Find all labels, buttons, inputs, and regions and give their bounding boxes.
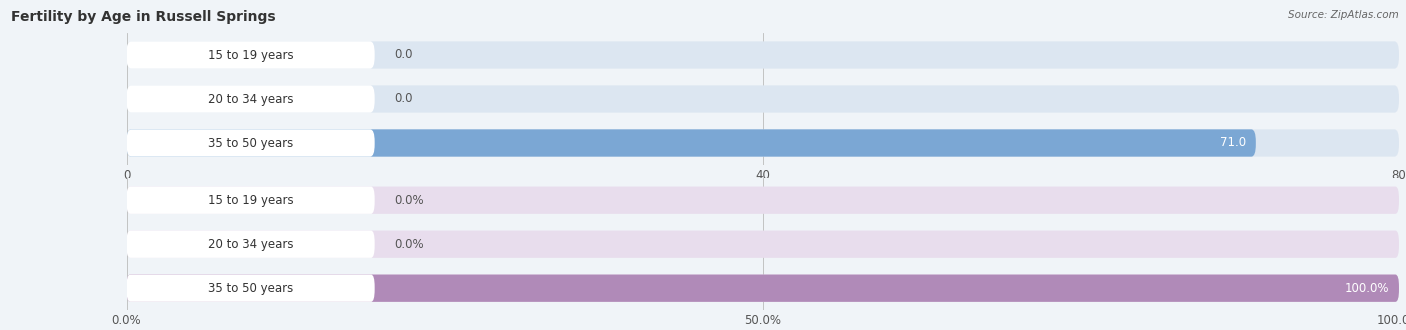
Text: 71.0: 71.0 [1219, 137, 1246, 149]
Text: 20 to 34 years: 20 to 34 years [208, 92, 294, 106]
Text: 0.0: 0.0 [394, 92, 412, 106]
Text: 35 to 50 years: 35 to 50 years [208, 282, 294, 295]
Text: 0.0%: 0.0% [394, 194, 423, 207]
Text: 15 to 19 years: 15 to 19 years [208, 194, 294, 207]
FancyBboxPatch shape [127, 275, 374, 302]
FancyBboxPatch shape [127, 129, 374, 157]
Text: 35 to 50 years: 35 to 50 years [208, 137, 294, 149]
Text: Source: ZipAtlas.com: Source: ZipAtlas.com [1288, 10, 1399, 20]
Text: 0.0: 0.0 [394, 49, 412, 61]
FancyBboxPatch shape [127, 186, 1399, 214]
FancyBboxPatch shape [127, 275, 1399, 302]
FancyBboxPatch shape [127, 129, 1256, 157]
FancyBboxPatch shape [127, 231, 1399, 258]
FancyBboxPatch shape [127, 41, 374, 69]
FancyBboxPatch shape [127, 129, 1399, 157]
FancyBboxPatch shape [127, 231, 374, 258]
Text: Fertility by Age in Russell Springs: Fertility by Age in Russell Springs [11, 10, 276, 24]
Text: 20 to 34 years: 20 to 34 years [208, 238, 294, 251]
Text: 15 to 19 years: 15 to 19 years [208, 49, 294, 61]
FancyBboxPatch shape [127, 275, 1399, 302]
FancyBboxPatch shape [127, 41, 1399, 69]
Text: 0.0%: 0.0% [394, 238, 423, 251]
Text: 100.0%: 100.0% [1344, 282, 1389, 295]
FancyBboxPatch shape [127, 186, 374, 214]
FancyBboxPatch shape [127, 85, 374, 113]
FancyBboxPatch shape [127, 85, 1399, 113]
